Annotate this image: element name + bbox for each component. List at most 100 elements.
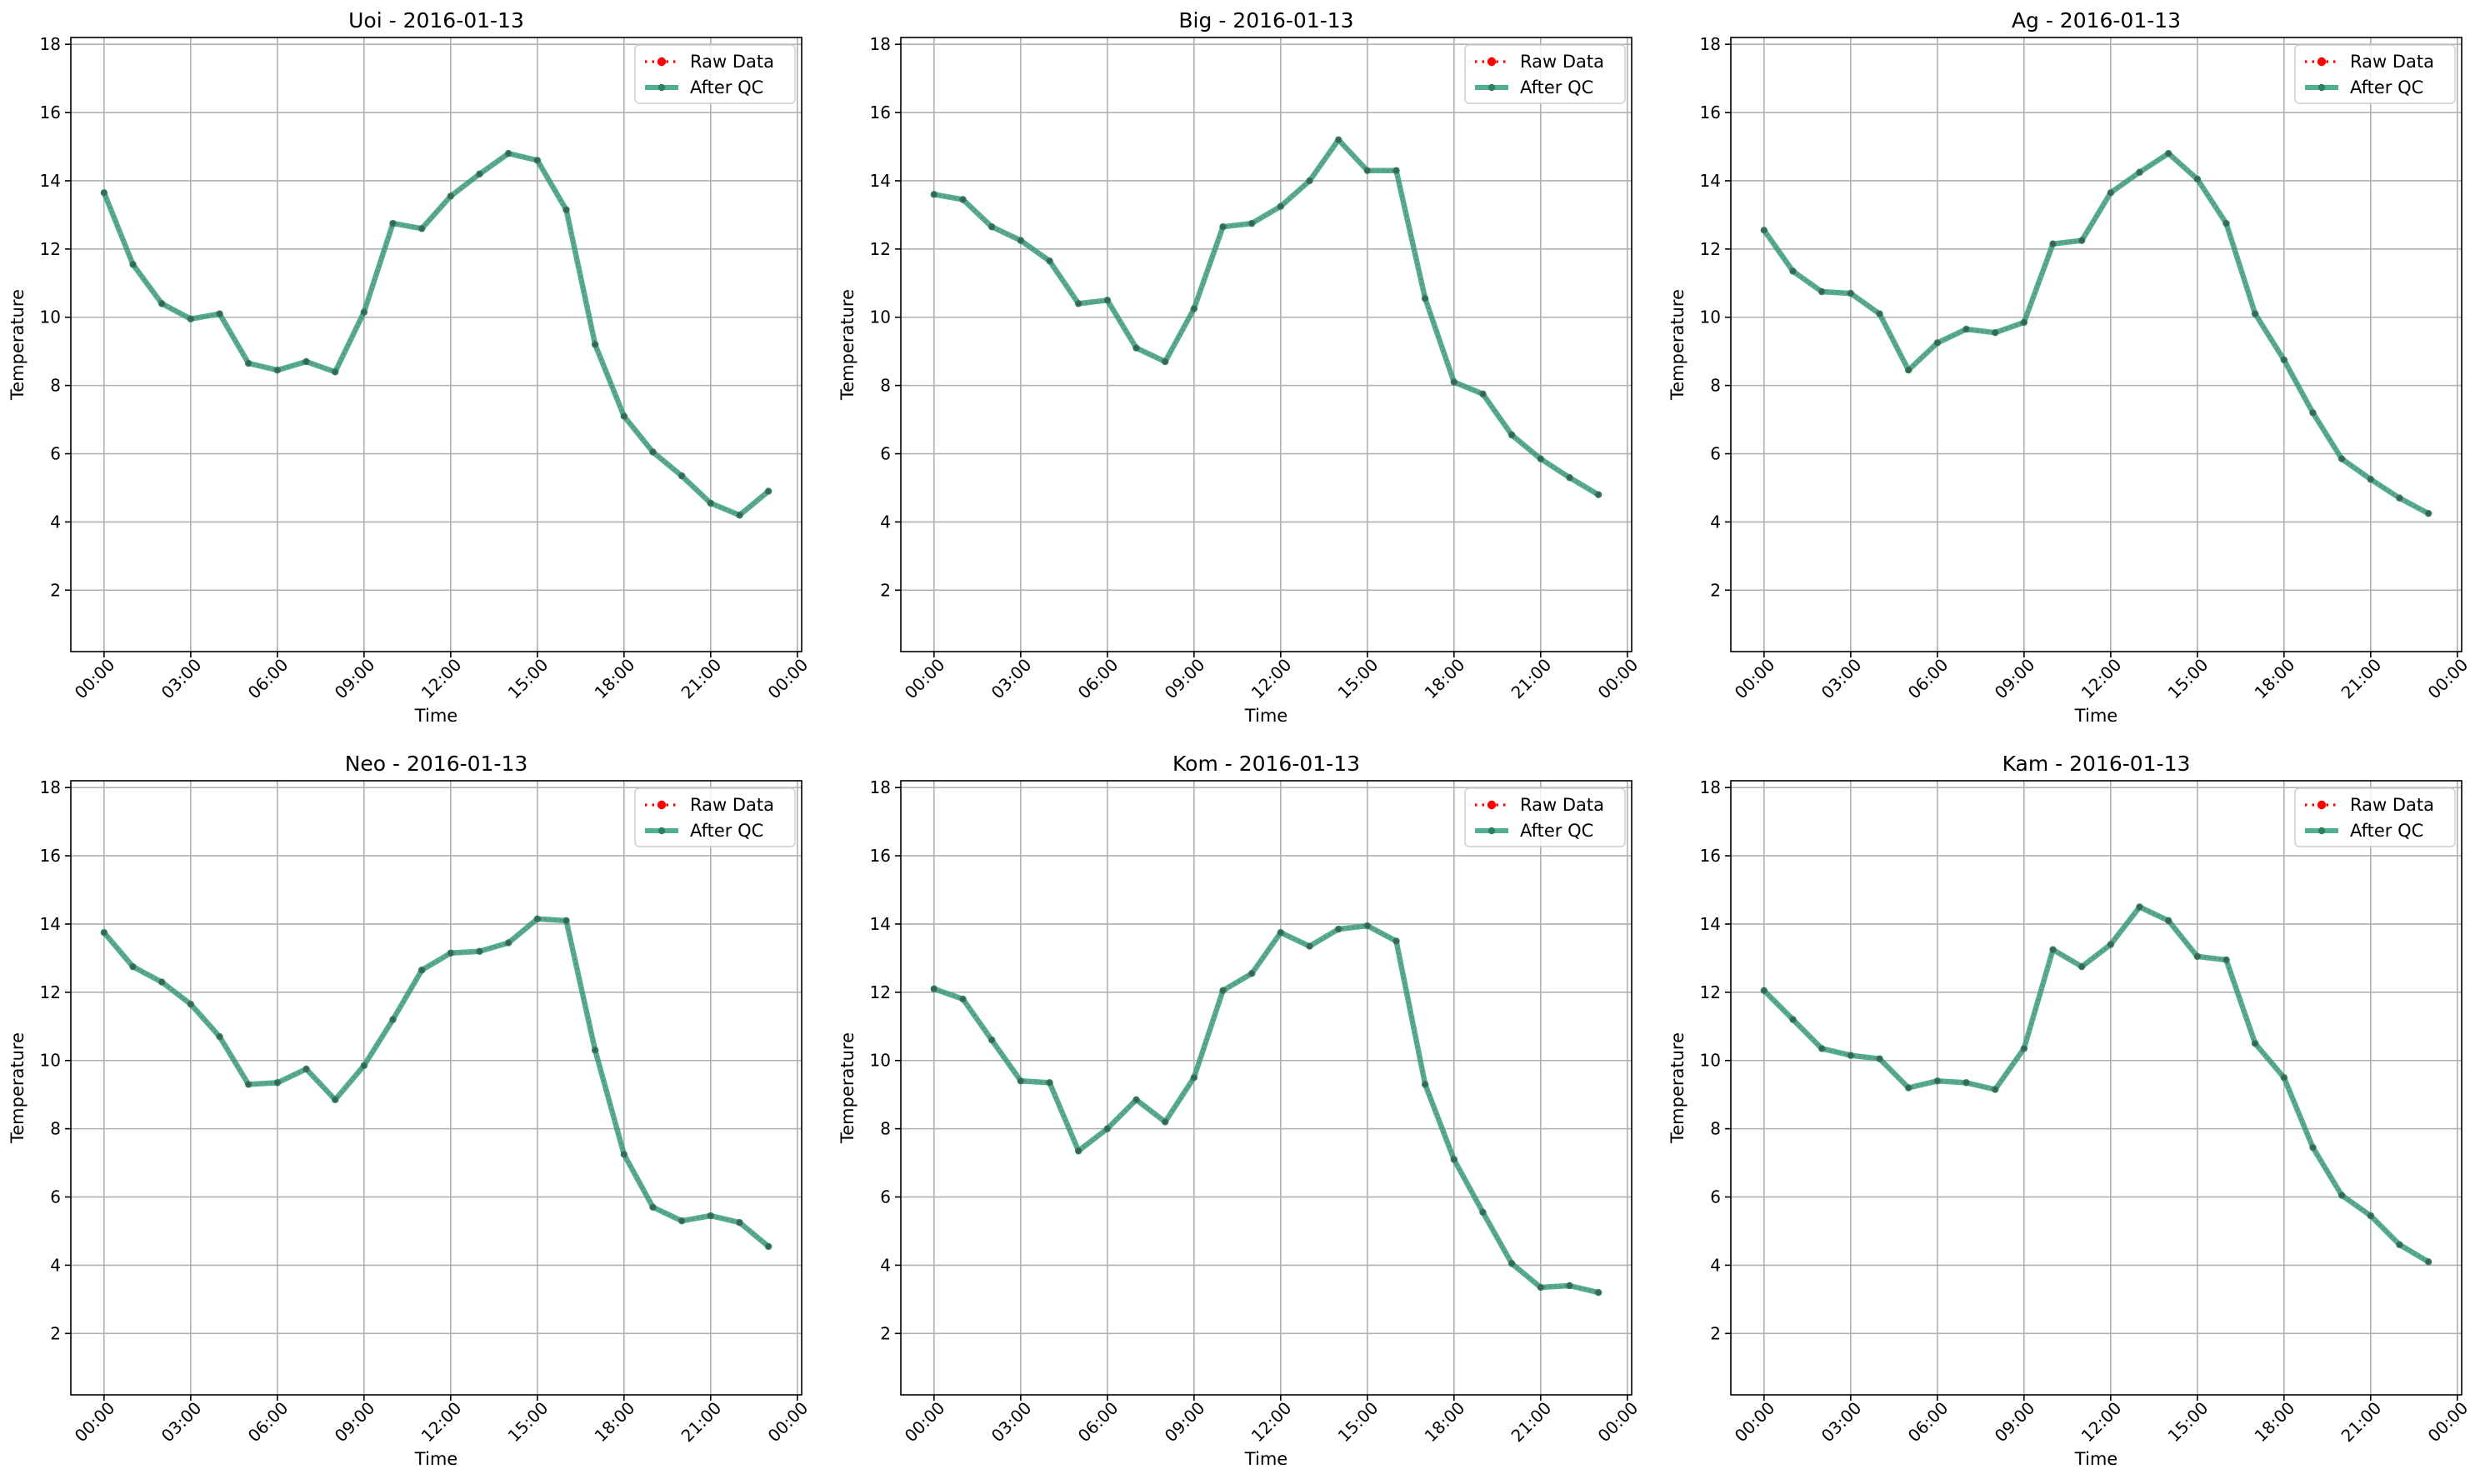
raw-data-point [1790,268,1796,274]
legend-marker-after-qc [2318,83,2326,92]
y-tick-label: 8 [1710,1119,1721,1139]
series-line-raw-data [1763,906,2429,1263]
raw-data-point [1047,1080,1052,1085]
y-tick-label: 16 [1700,102,1721,122]
raw-data-point [362,310,367,315]
y-tick-label: 6 [1710,1187,1721,1207]
legend: Raw Data After QC [1464,787,1626,847]
raw-data-point [2166,151,2171,156]
raw-data-point [563,207,569,212]
y-tick-label: 16 [870,102,891,122]
raw-data-point [737,512,742,517]
raw-data-point [1509,1261,1514,1266]
raw-data-point [1509,432,1514,437]
legend-marker-after-qc [658,83,666,92]
raw-data-point [1790,1017,1796,1022]
raw-data-point [1336,927,1341,932]
raw-data-point [130,262,136,267]
raw-data-point [2282,1075,2287,1080]
raw-data-point [622,1152,627,1157]
raw-data-point [1365,923,1370,928]
raw-data-point [188,317,193,322]
y-tick-label: 14 [1700,914,1721,934]
raw-data-point [1047,258,1052,263]
legend-label-raw-data: Raw Data [2350,795,2434,815]
x-axis-label: Time [414,1449,458,1469]
y-tick-label: 8 [50,376,61,396]
raw-data-point [1963,327,1969,332]
raw-data-point [1538,457,1543,462]
y-tick-label: 12 [870,239,891,259]
raw-data-point [2166,918,2171,923]
raw-data-point [1848,291,1853,296]
y-axis-label: Temperature [838,289,858,401]
y-tick-label: 6 [880,1187,891,1207]
y-axis-label: Temperature [838,1032,858,1144]
raw-data-point [2368,1213,2373,1218]
y-tick-label: 16 [870,846,891,866]
raw-data-point [275,1080,280,1085]
raw-data-point [1992,330,1998,335]
raw-data-point [1422,296,1428,301]
raw-data-point [390,221,396,226]
raw-data-point [1336,137,1341,142]
raw-data-point [1249,221,1254,226]
raw-data-point [506,151,511,156]
raw-data-point [1422,1082,1428,1087]
y-tick-label: 16 [1700,846,1721,866]
raw-data-point [2397,1242,2402,1247]
x-axis-label: Time [2074,1449,2118,1469]
y-tick-label: 14 [40,914,61,934]
raw-data-point [592,342,598,347]
series-line-after-qc [1761,150,2432,517]
raw-data-point [332,369,338,374]
legend: Raw Data After QC [2294,44,2456,104]
y-axis-label: Temperature [1668,289,1688,401]
y-axis-label: Temperature [1668,1032,1688,1144]
raw-data-point [2022,1046,2027,1052]
y-axis-label: Temperature [8,289,28,401]
y-tick-label: 12 [1700,239,1721,259]
y-tick-label: 2 [50,580,61,600]
raw-data-point [2108,190,2113,195]
raw-data-point [1762,988,1767,993]
raw-data-point [1935,1078,1940,1083]
raw-data-point [1992,1087,1998,1092]
legend-label-after-qc: After QC [1520,77,1593,97]
axes-frame [70,780,802,1396]
y-tick-label: 2 [880,1323,891,1343]
raw-data-point [1192,1075,1197,1080]
raw-data-point [2252,1041,2258,1046]
y-tick-label: 10 [1700,1051,1721,1071]
raw-data-point [1018,1078,1023,1083]
raw-data-point [1567,1283,1572,1288]
raw-data-point [1596,492,1601,497]
raw-data-point [1307,178,1312,183]
legend-label-after-qc: After QC [2350,821,2423,841]
raw-data-point [1220,224,1226,229]
y-tick-label: 6 [50,1187,61,1207]
series-line-after-qc [101,916,772,1250]
raw-data-point [1963,1080,1969,1085]
legend-marker-after-qc [2318,827,2326,835]
y-tick-label: 10 [870,307,891,327]
raw-data-point [535,157,540,162]
raw-data-point [102,190,107,195]
x-axis-label: Time [1244,1449,1288,1469]
raw-data-point [650,1205,656,1210]
raw-data-point [1076,301,1081,306]
chart-title: Kam - 2016-01-13 [2002,752,2191,776]
series-line-raw-data [103,917,769,1247]
legend-marker-raw-data [1487,57,1497,67]
legend-marker-after-qc [1488,83,1496,92]
chart-title: Neo - 2016-01-13 [345,752,528,776]
y-tick-label: 12 [870,982,891,1002]
series-line-raw-data [102,152,769,517]
raw-data-point [535,917,540,922]
legend-label-raw-data: Raw Data [2350,52,2434,72]
x-axis-label: Time [1244,706,1288,726]
raw-data-point [932,192,937,197]
y-tick-label: 2 [50,1323,61,1343]
raw-data-point [1848,1053,1853,1058]
